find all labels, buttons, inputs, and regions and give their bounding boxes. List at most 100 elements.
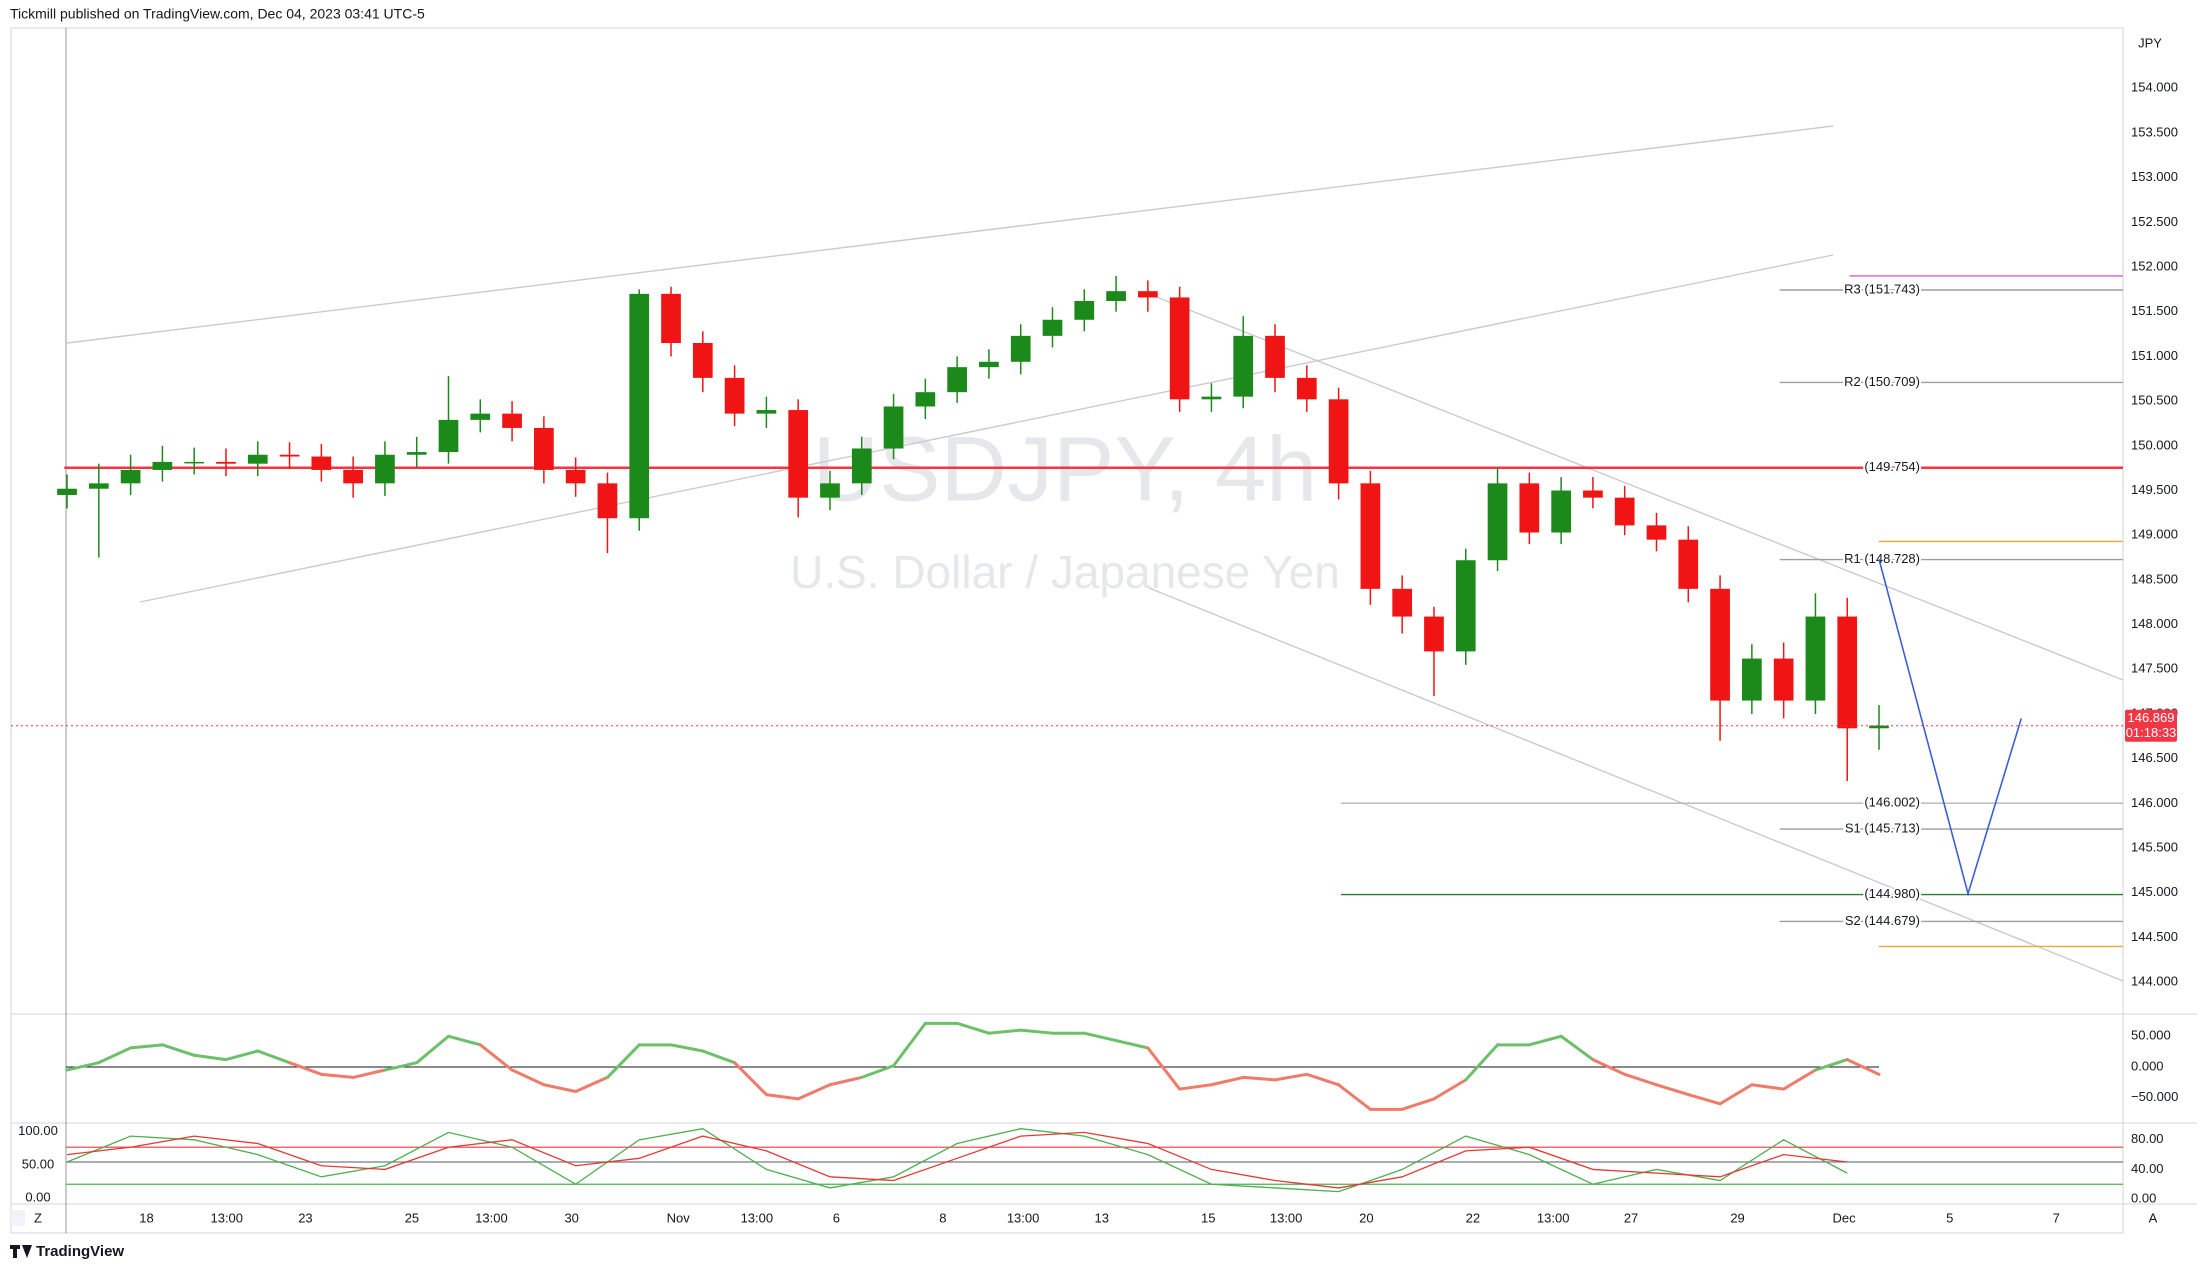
time-tick-label: 13:00 — [475, 1210, 508, 1225]
time-tick-label: 7 — [2053, 1210, 2060, 1225]
candle-body — [1265, 335, 1285, 378]
price-tick-label: 148.500 — [2131, 571, 2178, 586]
candle-body — [1742, 658, 1762, 701]
trend-line — [1148, 293, 2124, 681]
price-tick-label: 151.000 — [2131, 348, 2178, 363]
indicator-segment — [1082, 1031, 1118, 1043]
indicator-segment — [1464, 1043, 1500, 1082]
time-tick-label: 13:00 — [1537, 1210, 1570, 1225]
trend-line — [1148, 587, 2124, 982]
indicator-segment — [669, 1043, 705, 1053]
candle-body — [375, 454, 395, 484]
candle-body — [692, 343, 713, 378]
candle-body — [311, 456, 332, 470]
indicator-segment — [1559, 1034, 1595, 1062]
candle-body — [1551, 490, 1571, 533]
price-tick-label: 154.000 — [2131, 80, 2178, 95]
candle-body — [661, 293, 681, 344]
indicator-segment — [1337, 1083, 1372, 1111]
indicator-segment — [542, 1083, 578, 1094]
indicator-tick-label: 80.00 — [2131, 1131, 2164, 1146]
time-tick-label: 20 — [1359, 1210, 1373, 1225]
candle-body — [1328, 399, 1349, 484]
indicator-segment — [192, 1053, 228, 1062]
candle-body — [343, 469, 363, 484]
auto-scale-button[interactable]: A — [2149, 1210, 2158, 1225]
candle-body — [979, 361, 999, 368]
indicator-segment — [1241, 1075, 1277, 1082]
price-tick-label: 150.000 — [2131, 437, 2178, 452]
indicator-segment — [1432, 1078, 1468, 1101]
price-level-label: R1 (148.728) — [1844, 551, 1920, 566]
candle-body — [406, 452, 427, 455]
button[interactable] — [11, 1210, 25, 1226]
indicator-left-tick-label: 0.00 — [25, 1189, 50, 1204]
candle-body — [1233, 335, 1254, 397]
candle-body — [1805, 616, 1826, 701]
price-tick-label: 152.500 — [2131, 214, 2178, 229]
price-level-label: (144.980) — [1864, 886, 1920, 901]
indicator-segment — [1400, 1097, 1436, 1111]
candle-body — [883, 406, 904, 449]
projection-path — [1878, 559, 2023, 897]
candle-body — [1487, 483, 1508, 561]
indicator-segment — [828, 1075, 864, 1087]
candle-body — [947, 367, 967, 393]
time-tick-label: 13:00 — [1270, 1210, 1303, 1225]
candle-body — [502, 413, 522, 428]
indicator-segment — [256, 1049, 292, 1065]
time-tick-label: 15 — [1201, 1210, 1215, 1225]
price-tick-label: 149.000 — [2131, 527, 2178, 542]
indicator-segment — [351, 1068, 387, 1079]
indicator-tick-label: 0.00 — [2131, 1190, 2156, 1205]
time-tick-label: 29 — [1730, 1210, 1744, 1225]
time-tick-label: 8 — [939, 1210, 946, 1225]
indicator-segment — [1813, 1058, 1849, 1072]
trend-line — [66, 125, 1834, 344]
indicator-segment — [1273, 1072, 1309, 1082]
indicator-segment — [1845, 1058, 1881, 1076]
price-tick-label: 146.000 — [2131, 795, 2178, 810]
indicator-segment — [1209, 1075, 1245, 1087]
candle-body — [184, 461, 205, 464]
footer: Z A TradingView — [10, 1210, 2158, 1260]
time-tick-label: 13:00 — [210, 1210, 243, 1225]
indicator-segment — [892, 1021, 927, 1068]
candle-body — [724, 377, 745, 414]
last-price-label: 146.869 — [2128, 710, 2175, 725]
candle-body — [915, 392, 936, 407]
time-tick-label: Dec — [1832, 1210, 1856, 1225]
candle-body — [120, 469, 141, 484]
indicator-segment — [1718, 1083, 1754, 1106]
publish-header: Tickmill published on TradingView.com, D… — [10, 6, 425, 22]
indicator-segment — [224, 1049, 260, 1062]
bar-countdown: 01:18:33 — [2126, 725, 2177, 740]
logo-text: TradingView — [36, 1243, 124, 1260]
candle-body — [1138, 291, 1158, 298]
candle-body — [216, 461, 236, 464]
price-tick-label: 153.500 — [2131, 124, 2178, 139]
indicator-left-tick-label: 100.00 — [18, 1123, 58, 1138]
price-tick-label: 145.000 — [2131, 884, 2178, 899]
time-tick-label: 30 — [564, 1210, 578, 1225]
price-level-label: (149.754) — [1864, 459, 1920, 474]
indicator-tick-label: −50.000 — [2131, 1089, 2178, 1104]
indicator-segment — [605, 1043, 641, 1079]
candle-body — [534, 427, 554, 470]
time-tick-label: 13:00 — [741, 1210, 774, 1225]
candle-body — [1296, 377, 1317, 400]
candle-body — [1106, 291, 1126, 302]
candle-body — [1773, 658, 1794, 701]
candle-body — [1583, 490, 1603, 498]
candle-body — [438, 419, 459, 453]
price-tick-label: 146.500 — [2131, 750, 2178, 765]
timezone-button[interactable]: Z — [34, 1210, 42, 1225]
candle-body — [1614, 497, 1635, 526]
indicator-segment — [1178, 1083, 1213, 1091]
price-level-label: R2 (150.709) — [1844, 374, 1920, 389]
candle-body — [1042, 319, 1063, 336]
candle-body — [1678, 539, 1699, 589]
trend-line — [139, 254, 1834, 603]
candle-body — [88, 483, 109, 489]
indicator-segment — [288, 1061, 323, 1076]
